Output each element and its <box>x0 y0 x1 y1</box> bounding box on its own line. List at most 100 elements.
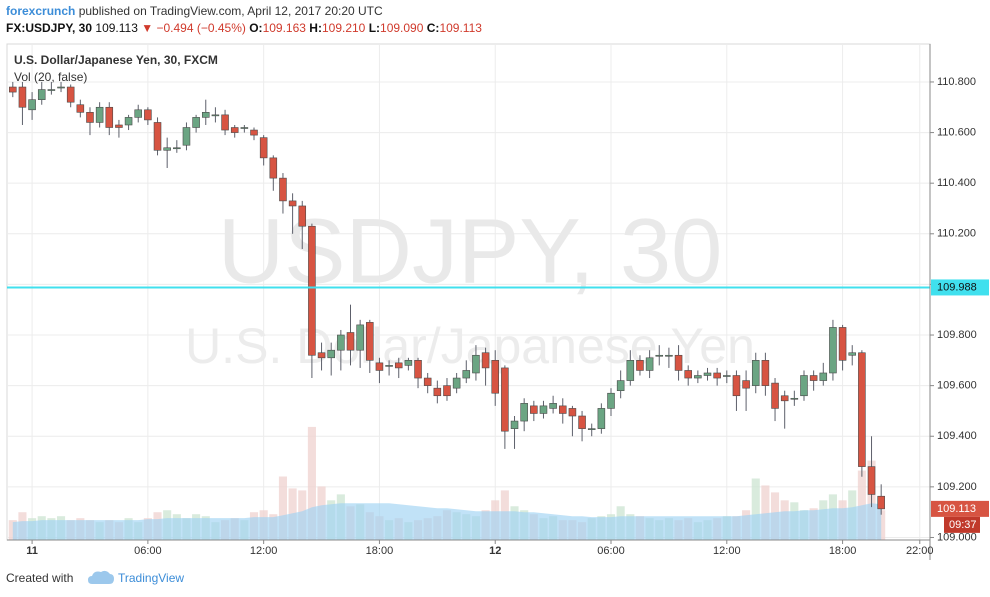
candle-body <box>578 415 586 429</box>
candle-body <box>173 147 181 150</box>
volume-bar <box>278 476 288 540</box>
candle-body <box>703 372 712 376</box>
candle-body <box>867 466 876 495</box>
ohlc-value: 109.113 <box>439 21 482 35</box>
candle-body <box>230 127 239 133</box>
y-tick-label: 109.000 <box>937 531 977 543</box>
candle-body <box>404 360 413 366</box>
candle-body <box>771 382 779 409</box>
x-tick-label: 06:00 <box>597 545 625 557</box>
candle-body <box>66 86 75 103</box>
candle-body <box>848 352 857 356</box>
candle-body <box>674 354 683 371</box>
x-tick-label: 12:00 <box>250 545 278 557</box>
candle-body <box>530 405 538 414</box>
watermark-subtitle: U.S. Dollar/Japanese Yen <box>185 318 755 374</box>
candle-body <box>153 122 162 151</box>
candle-body <box>95 106 104 123</box>
candle-body <box>279 177 287 202</box>
change: −0.494 (−0.45%) <box>156 21 245 35</box>
candle-body <box>751 360 760 386</box>
y-tick-label: 110.600 <box>937 126 976 138</box>
y-tick-label: 109.200 <box>937 481 977 493</box>
candle-body <box>18 86 27 108</box>
candle-body <box>742 380 750 389</box>
candle-body <box>838 327 847 361</box>
candle-body <box>626 360 635 381</box>
candle-body <box>858 352 866 467</box>
candle-body <box>259 137 268 159</box>
candle-body <box>423 377 432 386</box>
hline-tag-label: 109.988 <box>937 281 977 293</box>
candle-body <box>558 405 567 414</box>
candle-body <box>9 86 17 93</box>
y-tick-label: 110.200 <box>937 228 976 240</box>
candle-body <box>877 495 885 510</box>
candle-body <box>124 117 133 126</box>
candle-body <box>240 127 249 129</box>
candle-body <box>337 334 345 351</box>
y-tick-label: 110.800 <box>937 76 976 88</box>
candle-body <box>520 403 528 422</box>
candle-body <box>115 124 123 128</box>
candle-body <box>665 354 673 357</box>
candle-body <box>356 324 364 351</box>
candle-body <box>308 225 316 356</box>
candle-body <box>616 380 625 391</box>
candle-body <box>86 112 94 123</box>
ohlc-value: 109.163 <box>263 21 307 35</box>
hline-tag <box>931 279 989 296</box>
volume-bar <box>751 478 760 540</box>
candle-body <box>37 89 46 100</box>
last: 109.113 <box>95 21 138 35</box>
candle-body <box>414 360 422 379</box>
candle-body <box>694 375 702 379</box>
symbol: FX:USDJPY, 30 <box>6 21 92 35</box>
candle-body <box>105 106 114 128</box>
candle-body <box>182 127 191 146</box>
candle-body <box>539 405 548 414</box>
last-price-tag <box>931 500 989 517</box>
volume-bar <box>761 485 770 540</box>
candle-body <box>443 385 451 397</box>
countdown-tag <box>944 516 980 533</box>
candle-body <box>47 89 56 91</box>
candle-body <box>201 112 210 118</box>
footer-brand[interactable]: TradingView <box>118 571 184 585</box>
x-tick-label: 06:00 <box>134 545 162 557</box>
author[interactable]: forexcrunch <box>6 4 75 18</box>
legend-subtitle: Vol (20, false) <box>14 70 87 84</box>
candle-body <box>433 387 442 397</box>
tv-logo[interactable] <box>88 570 114 584</box>
candle-body <box>385 365 393 367</box>
volume-ma <box>12 503 882 540</box>
volume-bar <box>307 426 316 540</box>
x-tick-label: 12:00 <box>713 545 741 557</box>
candle-body <box>250 129 258 136</box>
x-tick-label: 22:00 <box>906 545 934 557</box>
x-axis-bg <box>0 540 930 561</box>
y-tick-label: 110.400 <box>937 177 976 189</box>
ohlc-label: L: <box>369 21 380 35</box>
candle-body <box>780 395 789 402</box>
candle-body <box>568 408 577 417</box>
candle-body <box>288 200 297 207</box>
candle-body <box>607 392 615 409</box>
candle-body <box>819 372 828 381</box>
y-tick-label: 109.400 <box>937 430 977 442</box>
symbol-line: FX:USDJPY, 30 109.113 ▼ −0.494 (−0.45%) … <box>6 21 482 35</box>
candle-body <box>829 327 837 374</box>
candle-body <box>645 357 654 371</box>
candle-body <box>192 117 200 128</box>
candle-body <box>462 370 471 379</box>
candle-body <box>723 375 731 377</box>
candle-body <box>317 352 326 359</box>
candle-body <box>211 114 220 117</box>
candle-body <box>587 428 596 430</box>
y-axis-bg <box>930 44 990 560</box>
y-tick-label: 109.800 <box>937 329 977 341</box>
candle-body <box>491 360 500 394</box>
candle-body <box>28 99 36 111</box>
